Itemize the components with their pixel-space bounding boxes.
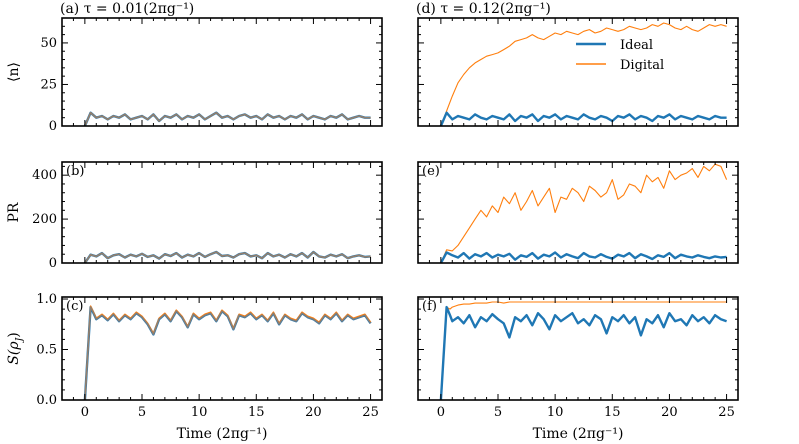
x-tick-label-c-0: 0	[81, 405, 89, 420]
series-line-ideal-a	[83, 111, 371, 127]
panel-title-col-0: (a) τ = 0.01(2πg⁻¹)	[60, 1, 194, 17]
y-tick-label-a: 0	[49, 119, 57, 134]
panel-tag-f: (f)	[422, 299, 437, 314]
x-tick-label-c-5: 5	[138, 405, 146, 420]
x-tick-label-c-15: 15	[248, 405, 265, 420]
y-axis-label-row-0: ⟨n⟩	[6, 62, 22, 82]
y-tick-label-c: 1.0	[36, 292, 57, 307]
series-line-digital-d	[440, 22, 727, 127]
panel-frame-f	[417, 296, 739, 401]
series-line-digital-e	[440, 163, 728, 264]
y-tick-label-c: 0.5	[36, 343, 57, 358]
y-tick-label-a: 25	[40, 77, 57, 92]
y-tick-label-b: 400	[32, 168, 57, 183]
x-tick-label-c-25: 25	[362, 405, 379, 420]
series-line-overlap-a	[84, 111, 371, 127]
x-tick-label-c-20: 20	[305, 405, 322, 420]
y-tick-label-b: 200	[32, 212, 57, 227]
legend-label-ideal: Ideal	[620, 38, 653, 53]
x-tick-label-c-10: 10	[191, 405, 208, 420]
y-tick-label-b: 0	[49, 256, 57, 271]
x-tick-label-f-5: 5	[494, 405, 502, 420]
x-tick-label-f-0: 0	[437, 405, 445, 420]
x-tick-label-f-25: 25	[718, 405, 735, 420]
x-tick-label-f-20: 20	[661, 405, 678, 420]
panel-frame-e	[417, 161, 739, 264]
panel-frame-a	[61, 17, 383, 127]
series-line-ideal-d	[439, 111, 727, 127]
series-line-digital-c	[84, 305, 372, 401]
y-axis-label-row-2: S(ρJ)	[6, 332, 25, 364]
series-line-digital-a	[84, 111, 371, 127]
x-axis-label-col-0: Time (2πg⁻¹)	[177, 426, 268, 442]
series-line-ideal-e	[439, 251, 727, 264]
series-line-overlap-c	[84, 306, 372, 401]
x-tick-label-f-15: 15	[604, 405, 621, 420]
y-tick-label-c: 0.0	[36, 393, 57, 408]
panel-frame-b	[61, 161, 383, 264]
panel-tag-c: (c)	[66, 299, 83, 314]
y-axis-label-row-1: PR	[6, 202, 22, 222]
series-line-ideal-f	[439, 305, 727, 401]
series-line-digital-f	[440, 301, 727, 401]
panel-tag-b: (b)	[66, 164, 84, 179]
panel-tag-e: (e)	[422, 164, 440, 179]
legend-label-digital: Digital	[620, 58, 664, 73]
series-line-overlap-b	[84, 251, 371, 264]
series-line-ideal-c	[83, 305, 372, 401]
series-line-ideal-b	[83, 250, 371, 264]
panel-title-col-1: (d) τ = 0.12(2πg⁻¹)	[416, 1, 551, 17]
series-line-digital-b	[84, 251, 371, 264]
x-tick-label-f-10: 10	[547, 405, 564, 420]
x-axis-label-col-1: Time (2πg⁻¹)	[533, 426, 624, 442]
y-tick-label-a: 50	[40, 36, 57, 51]
